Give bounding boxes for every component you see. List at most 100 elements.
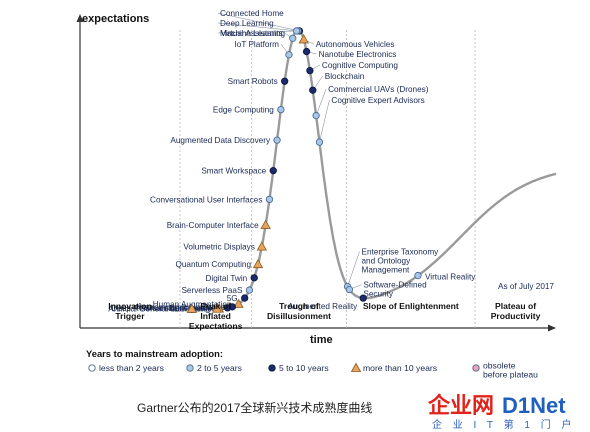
marker-circle bbox=[269, 167, 277, 175]
marker-circle bbox=[88, 364, 96, 372]
technology-label: Artificial General Intelligence bbox=[108, 305, 212, 314]
technology-label: Smart Robots bbox=[228, 77, 278, 86]
y-axis-title: expectations bbox=[82, 13, 149, 25]
marker-circle bbox=[186, 364, 194, 372]
legend-label: more than 10 years bbox=[363, 363, 437, 373]
technology-label: Cognitive Computing bbox=[322, 61, 398, 70]
marker-triangle bbox=[211, 303, 223, 313]
marker-triangle bbox=[186, 303, 198, 313]
marker-circle bbox=[302, 47, 311, 56]
marker-triangle bbox=[252, 258, 264, 269]
technology-label: Conversational User Interfaces bbox=[150, 195, 262, 204]
technology-label: Connected Home bbox=[220, 9, 284, 18]
phase-label: Inflated bbox=[200, 311, 231, 321]
marker-circle bbox=[414, 271, 422, 280]
marker-circle bbox=[281, 77, 289, 85]
legend-title: Years to mainstream adoption: bbox=[86, 348, 223, 359]
phase-label: Peak of bbox=[200, 301, 231, 311]
marker-circle bbox=[312, 111, 320, 120]
technology-label: 5G bbox=[227, 294, 238, 303]
phase-label: Slope of Enlightenment bbox=[363, 301, 459, 311]
marker-circle bbox=[289, 34, 297, 42]
phase-label: Trough of bbox=[279, 301, 319, 311]
phase-label: Trigger bbox=[115, 311, 145, 321]
phase-label: Plateau of bbox=[495, 301, 536, 311]
marker-circle bbox=[472, 364, 480, 372]
legend-label: obsolete bbox=[483, 361, 516, 371]
marker-circle bbox=[315, 138, 324, 146]
watermark-subtitle: 企 业 I T 第 1 门 户 bbox=[432, 418, 576, 431]
legend-label: 5 to 10 years bbox=[279, 363, 329, 373]
marker-triangle bbox=[350, 362, 362, 372]
technology-label: Management bbox=[362, 266, 411, 275]
technology-label: and Ontology bbox=[362, 257, 412, 266]
legend-label: less than 2 years bbox=[99, 363, 164, 373]
technology-label: Volumetric Displays bbox=[183, 243, 254, 252]
technology-markers: Virtual Assistants IoT Platform Smart Robo… bbox=[108, 9, 476, 314]
marker-triangle bbox=[256, 241, 268, 251]
technology-label: Virtual Assistants bbox=[221, 29, 283, 38]
marker-triangle bbox=[260, 219, 271, 229]
technology-label: Deep Learning bbox=[220, 19, 274, 28]
watermark-logo: 企业网 D1Net 企 业 I T 第 1 门 户 bbox=[427, 393, 576, 431]
marker-circle bbox=[265, 195, 274, 204]
technology-label: IoT Platform bbox=[235, 40, 280, 49]
technology-label: Nanotube Electronics bbox=[319, 50, 397, 59]
technology-label: Deep Reinforcement Learning bbox=[111, 304, 221, 313]
marker-circle bbox=[273, 136, 281, 144]
figure-caption: Gartner公布的2017全球新兴技术成熟度曲线 bbox=[137, 400, 372, 415]
technology-label: Software-Defined bbox=[363, 281, 427, 290]
x-axis-arrow bbox=[548, 324, 556, 332]
legend-label: before plateau bbox=[483, 370, 538, 380]
technology-label: Digital Twin bbox=[205, 274, 247, 283]
technology-label: Augmented Data Discovery bbox=[170, 136, 271, 145]
technology-label: Autonomous Vehicles bbox=[316, 40, 395, 49]
marker-triangle bbox=[298, 34, 309, 44]
marker-circle bbox=[306, 66, 314, 75]
technology-label: Virtual Reality bbox=[425, 273, 476, 282]
phase-label: Innovation bbox=[108, 301, 151, 311]
marker-circle bbox=[277, 105, 285, 114]
technology-label: Cognitive Expert Advisors bbox=[331, 96, 424, 105]
marker-circle bbox=[285, 51, 293, 59]
marker-circle bbox=[241, 294, 249, 302]
technology-label: Smart Workspace bbox=[201, 167, 266, 176]
technology-label: Enterprise Taxonomy bbox=[362, 248, 440, 257]
phase-label: Productivity bbox=[491, 311, 541, 321]
leader-line bbox=[217, 22, 299, 32]
technology-label: Security bbox=[363, 290, 393, 299]
marker-circle bbox=[268, 364, 276, 372]
marker-circle bbox=[345, 285, 354, 294]
leader-line bbox=[347, 251, 360, 287]
technology-label: Human Augmentation bbox=[153, 300, 232, 309]
watermark-brand-red: 企业网 bbox=[427, 393, 494, 418]
leader-line bbox=[217, 12, 300, 32]
technology-label: Brain-Computer Interface bbox=[167, 221, 259, 230]
technology-label: Serverless PaaS bbox=[181, 286, 243, 295]
legend: Years to mainstream adoption: less than … bbox=[86, 348, 538, 380]
date-note: As of July 2017 bbox=[498, 282, 554, 291]
technology-label: Smart Dust bbox=[145, 304, 187, 313]
marker-circle bbox=[309, 86, 317, 94]
marker-circle bbox=[359, 294, 367, 302]
watermark-brand-blue: D1Net bbox=[502, 393, 566, 418]
technology-label: Neuromorphic Hardware bbox=[136, 303, 226, 312]
marker-circle bbox=[245, 286, 254, 294]
marker-circle bbox=[292, 27, 301, 35]
plot-area bbox=[80, 12, 556, 328]
technology-label: Machine Learning bbox=[220, 29, 286, 38]
leader-line bbox=[315, 88, 327, 116]
marker-circle bbox=[223, 304, 232, 312]
phase-label: Expectations bbox=[189, 321, 243, 331]
technology-label: Augmented Reality bbox=[288, 302, 358, 311]
phase-label: Disillusionment bbox=[267, 311, 331, 321]
marker-circle bbox=[250, 274, 258, 282]
technology-label: Edge Computing bbox=[213, 106, 274, 115]
leader-line bbox=[217, 30, 297, 34]
marker-triangle bbox=[233, 298, 244, 308]
x-axis-title: time bbox=[310, 334, 333, 346]
legend-label: 2 to 5 years bbox=[197, 363, 242, 373]
leader-line bbox=[319, 99, 330, 143]
y-axis-arrow bbox=[76, 14, 84, 22]
